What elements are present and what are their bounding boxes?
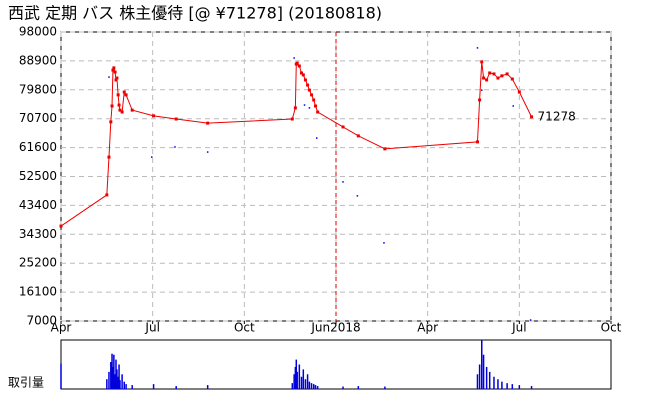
price-marker <box>113 70 117 74</box>
price-marker <box>383 147 387 151</box>
x-tick-label: Jun2018 <box>310 321 360 335</box>
y-tick-label: 88900 <box>19 53 57 67</box>
price-marker <box>299 71 303 75</box>
price-marker <box>114 78 118 82</box>
trade-point <box>174 146 176 148</box>
x-tick-label: Oct <box>234 321 255 335</box>
price-marker <box>116 93 120 97</box>
last-price-label: 71278 <box>538 109 576 123</box>
price-marker <box>117 103 121 107</box>
price-marker <box>118 108 122 112</box>
price-marker <box>206 121 210 125</box>
trade-point <box>308 107 311 109</box>
y-tick-label: 43400 <box>19 198 57 212</box>
price-marker <box>110 104 114 108</box>
price-marker <box>480 60 484 64</box>
trade-point <box>316 137 318 139</box>
x-tick-label: Jul <box>144 321 159 335</box>
volume-label: 取引量 <box>8 376 44 390</box>
chart-title: 西武 定期 バス 株主優待 [@ ¥71278] (20180818) <box>8 4 382 23</box>
y-tick-label: 52500 <box>19 169 57 183</box>
trade-point <box>476 47 479 49</box>
price-marker <box>112 66 116 70</box>
price-marker <box>485 78 489 82</box>
price-marker <box>122 90 126 94</box>
y-tick-label: 25200 <box>19 256 57 270</box>
price-marker <box>115 76 119 80</box>
price-marker <box>301 73 305 77</box>
price-marker <box>307 88 311 92</box>
price-marker <box>297 64 301 68</box>
trade-point <box>356 195 359 197</box>
price-marker <box>314 104 318 108</box>
trade-point <box>383 242 385 244</box>
trade-point <box>512 105 514 107</box>
price-marker <box>505 72 509 76</box>
price-marker <box>107 155 111 159</box>
price-marker <box>496 76 500 80</box>
price-marker <box>174 117 178 121</box>
price-marker <box>310 93 314 97</box>
price-marker <box>306 83 310 87</box>
price-marker <box>293 106 297 110</box>
trade-point <box>108 76 110 78</box>
trade-point <box>151 156 153 158</box>
x-tick-label: Apr <box>417 321 438 335</box>
price-marker <box>105 193 109 197</box>
price-marker <box>130 108 134 112</box>
x-tick-label: Oct <box>601 321 622 335</box>
x-tick-label: Apr <box>51 321 72 335</box>
price-marker <box>120 110 124 114</box>
price-marker <box>59 224 63 228</box>
y-tick-label: 7000 <box>26 314 57 328</box>
price-marker <box>341 125 345 129</box>
price-marker <box>124 93 128 97</box>
price-marker <box>500 74 504 78</box>
price-marker <box>482 76 486 80</box>
price-marker <box>475 140 479 144</box>
price-marker <box>478 98 482 102</box>
trade-point <box>342 181 344 183</box>
price-marker <box>492 72 496 76</box>
y-tick-label: 98000 <box>19 25 57 39</box>
y-tick-label: 34300 <box>19 227 57 241</box>
price-marker <box>109 120 113 124</box>
price-marker <box>295 61 299 65</box>
y-tick-label: 70700 <box>19 111 57 125</box>
price-marker <box>312 98 316 102</box>
price-marker <box>152 114 156 118</box>
price-marker <box>111 68 115 72</box>
x-tick-label: Jul <box>511 321 526 335</box>
y-tick-label: 16100 <box>19 285 57 299</box>
price-marker <box>510 77 514 81</box>
y-tick-label: 79800 <box>19 82 57 96</box>
price-marker <box>530 115 534 119</box>
trade-point <box>481 89 483 91</box>
trade-point <box>529 319 532 321</box>
trade-point <box>206 151 209 153</box>
price-marker <box>303 78 307 82</box>
price-marker <box>356 134 360 138</box>
price-marker <box>316 110 320 114</box>
y-tick-label: 61600 <box>19 140 57 154</box>
trade-point <box>303 104 306 106</box>
price-marker <box>290 117 294 121</box>
price-marker <box>517 90 521 94</box>
trade-point <box>293 57 295 59</box>
price-marker <box>488 71 492 75</box>
